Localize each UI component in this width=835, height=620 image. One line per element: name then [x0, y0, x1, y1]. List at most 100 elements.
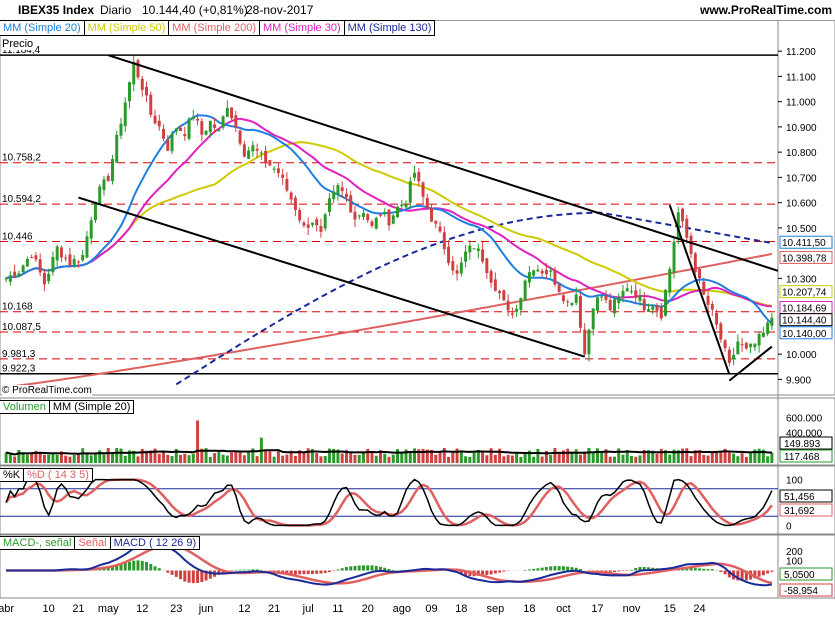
macd-hist-bar — [387, 569, 391, 571]
x-axis-label: jun — [198, 603, 214, 615]
macd-hist-bar — [136, 560, 140, 571]
macd-hist-bar — [191, 570, 195, 584]
macd-hist-bar — [753, 570, 757, 579]
macd-hist-bar — [723, 570, 727, 575]
volume-bar — [85, 452, 89, 463]
macd-hist-bar — [608, 570, 612, 573]
candle-body — [400, 204, 404, 207]
macd-hist-bar — [634, 567, 638, 571]
volume-bar — [455, 448, 459, 463]
candle-body — [715, 312, 719, 325]
stoch-k-legend[interactable]: %K — [0, 468, 25, 482]
volume-bar — [344, 449, 348, 463]
candle-body — [110, 159, 114, 182]
macd-hist-bar — [204, 570, 208, 581]
macd-hist-bar — [532, 568, 536, 571]
legend-sma30[interactable]: MM (Simple 30) — [259, 20, 345, 36]
legend-sma50[interactable]: MM (Simple 50) — [83, 20, 170, 36]
volume-bar — [166, 454, 170, 463]
candle-body — [115, 134, 119, 163]
volume-bar — [421, 448, 425, 463]
candle-body — [21, 265, 25, 273]
x-axis-label: jul — [302, 603, 314, 615]
volume-bar — [519, 456, 523, 463]
macd-hist-bar — [298, 570, 302, 575]
volume-bar — [357, 454, 361, 463]
volume-legend-label[interactable]: Volumen — [0, 400, 50, 414]
volume-bar — [732, 453, 736, 463]
macd-line-legend[interactable]: MACD ( 12 26 9) — [109, 536, 201, 550]
candle-body — [55, 246, 59, 261]
macd-hist-bar — [604, 570, 608, 573]
candle-body — [217, 129, 221, 132]
x-axis-label: may — [98, 603, 119, 615]
volume-bar — [128, 450, 131, 463]
candle-body — [625, 288, 629, 292]
legend-sma200[interactable]: MM (Simple 200) — [168, 20, 260, 36]
macd-hist-bar — [706, 569, 710, 571]
volume-bar — [242, 455, 246, 463]
price-ytick-label: 11.000 — [786, 98, 816, 109]
volume-bar — [170, 456, 174, 463]
volume-bar — [740, 453, 744, 463]
volume-bar — [689, 456, 693, 463]
volume-bar — [98, 450, 102, 463]
candle-body — [281, 174, 285, 178]
macd-hist-bar — [349, 566, 353, 571]
candle-body — [298, 210, 302, 221]
candle-body — [761, 332, 765, 337]
x-axis-label: 11 — [332, 603, 343, 615]
candle-body — [332, 191, 336, 199]
volume-bar — [55, 454, 59, 463]
volume-bar — [472, 451, 476, 463]
period-label[interactable]: Diario — [100, 3, 132, 17]
volume-bar — [319, 456, 323, 463]
volume-bar — [255, 456, 259, 463]
macd-signal-legend[interactable]: Señal — [74, 536, 111, 550]
candle-body — [8, 275, 12, 282]
macd-hist-bar — [523, 569, 527, 571]
volume-bar — [374, 455, 378, 463]
volume-bar — [557, 453, 561, 463]
volume-bar — [310, 448, 314, 463]
sma200-line — [5, 252, 773, 388]
candle-body — [430, 207, 434, 222]
candle-body — [570, 302, 574, 305]
macd-hist-bar — [221, 570, 225, 574]
volume-bar — [608, 456, 612, 463]
x-axis-label: 23 — [170, 603, 182, 615]
candle-body — [519, 298, 523, 310]
volume-bar — [468, 456, 472, 463]
macd-hist-bar — [242, 569, 246, 571]
candle-body — [140, 78, 144, 90]
candle-body — [264, 150, 268, 163]
macd-hist-bar — [578, 569, 582, 571]
volume-ma-legend-label[interactable]: MM (Simple 20) — [48, 400, 135, 414]
macd-hist-bar — [153, 566, 157, 571]
macd-hist-bar — [502, 570, 506, 572]
candle-body — [544, 269, 548, 275]
stoch-ytick-label: 100 — [786, 476, 803, 487]
volume-bar — [612, 456, 616, 463]
legend-sma130[interactable]: MM (Simple 130) — [343, 20, 436, 36]
volume-bar — [187, 455, 191, 463]
last-price-label: 10.144,40 (+0,81%) — [142, 3, 248, 17]
price-ytick-label: 11.200 — [786, 47, 816, 58]
stoch-d-legend[interactable]: %D ( 14 3 5) — [23, 468, 93, 482]
legend-sma20[interactable]: MM (Simple 20) — [0, 20, 85, 36]
volume-bar — [225, 455, 229, 463]
macd-hist-legend[interactable]: MACD-, señal — [0, 536, 76, 550]
volume-bar — [110, 452, 114, 463]
macd-hist-bar — [761, 570, 765, 576]
candle-body — [468, 245, 472, 253]
candle-body — [493, 279, 497, 291]
candle-body — [685, 218, 689, 238]
price-right-box — [779, 285, 833, 299]
volume-bar — [417, 449, 421, 463]
macd-hist-bar — [110, 565, 114, 571]
volume-bar — [25, 454, 29, 463]
indicator-legend: MM (Simple 20) MM (Simple 50) MM (Simple 2… — [0, 20, 436, 36]
candle-body — [638, 295, 642, 301]
candle-body — [196, 118, 200, 121]
volume-bar — [604, 449, 608, 463]
